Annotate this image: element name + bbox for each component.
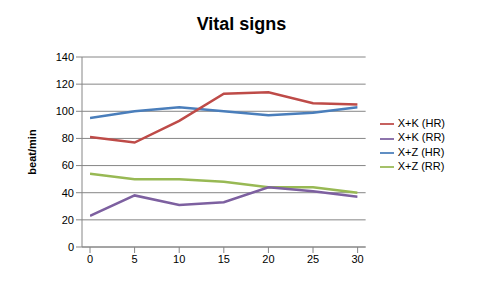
html-text:X+K (HR): X+K (HR) [397,117,445,130]
svg-text:0: 0 [87,253,93,265]
svg-text:20: 20 [62,214,74,226]
html-text:X+Z (HR): X+Z (HR) [397,145,445,158]
svg-text:15: 15 [218,253,230,265]
svg-text:20: 20 [262,253,274,265]
svg-text:120: 120 [56,78,74,90]
svg-text:beat/min: beat/min [26,129,38,175]
svg-text:100: 100 [56,105,74,117]
html-text:X+Z (RR): X+Z (RR) [397,159,445,172]
html-text:X+K (RR): X+K (RR) [397,131,445,144]
html-text:Vital signs: Vital signs [196,14,287,34]
svg-text:140: 140 [56,51,74,63]
svg-text:80: 80 [62,132,74,144]
svg-text:5: 5 [132,253,138,265]
svg-text:25: 25 [307,253,319,265]
svg-text:30: 30 [352,253,364,265]
svg-text:10: 10 [173,253,185,265]
svg-text:60: 60 [62,159,74,171]
svg-text:0: 0 [68,241,74,253]
svg-text:40: 40 [62,187,74,199]
